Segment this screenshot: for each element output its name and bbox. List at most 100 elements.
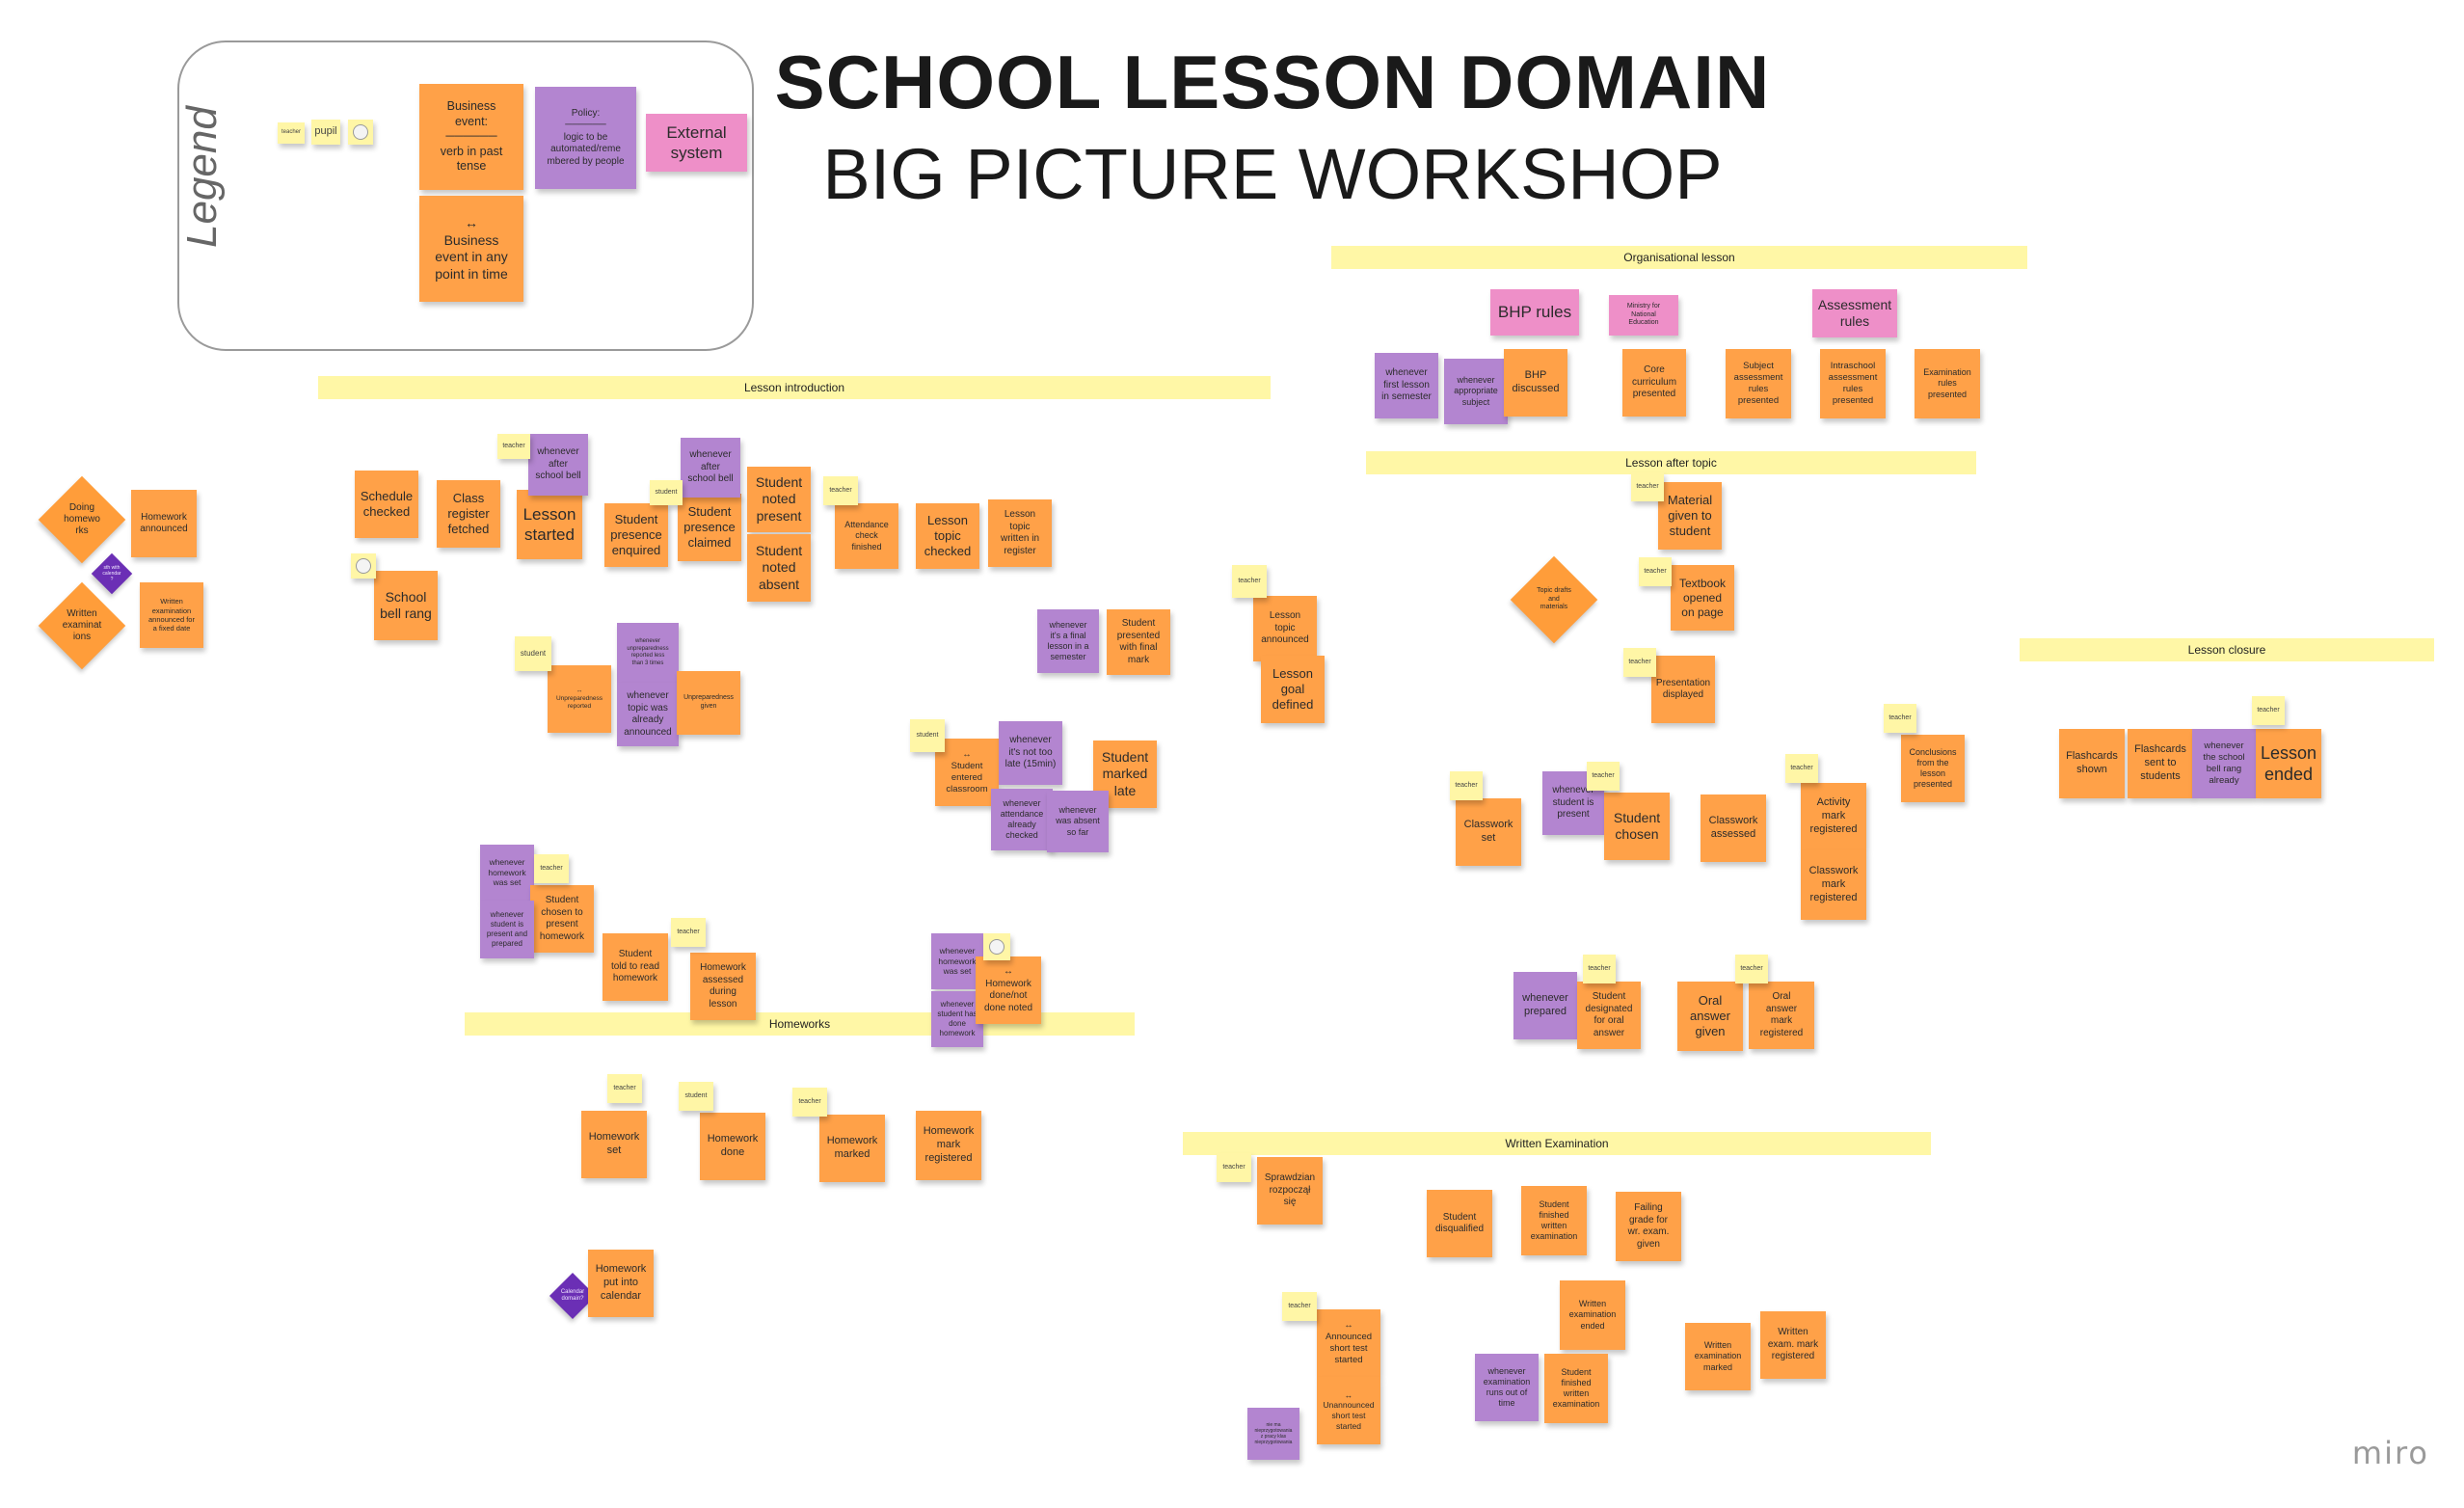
sticky-note-event[interactable]: Material given to student [1658,482,1722,550]
banner-written-examination[interactable]: Written Examination [1183,1132,1931,1155]
sticky-note-event[interactable]: Homework assessed during lesson [690,953,756,1020]
sticky-note-event[interactable]: ↔ Homework done/not done noted [976,956,1041,1024]
sticky-note-event[interactable]: Lesson goal defined [1261,656,1325,723]
sticky-note-event[interactable]: Classwork set [1456,798,1521,866]
sticky-note-event[interactable]: Homework mark registered [916,1111,981,1180]
sticky-note-event[interactable]: Written examination marked [1685,1323,1751,1390]
sticky-note-event[interactable]: Student finished written examination [1521,1186,1587,1255]
sticky-note-event[interactable]: Homework set [581,1111,647,1178]
banner-lesson-closure[interactable]: Lesson closure [2020,638,2434,661]
sticky-note-event[interactable]: ↔ Unpreparedness reported [548,665,611,733]
sticky-note-policy[interactable]: whenever was absent so far [1047,791,1109,852]
sticky-note-event[interactable]: Student noted present [747,467,811,532]
sticky-note-policy[interactable]: whenever examination runs out of time [1475,1354,1539,1421]
sticky-note-event[interactable]: Student noted absent [747,534,811,602]
sticky-note-event[interactable]: ↔ Unannounced short test started [1317,1377,1380,1444]
legend-policy[interactable]: Policy: ────── logic to be automated/rem… [535,87,636,189]
sticky-note-event[interactable]: Subject assessment rules presented [1726,349,1791,418]
sticky-note-event[interactable]: Oral answer mark registered [1749,982,1814,1049]
sticky-note-event[interactable]: Classwork assessed [1701,794,1766,862]
sticky-note-event[interactable]: Written examination ended [1560,1280,1625,1350]
sticky-note-event[interactable]: Flashcards shown [2059,729,2125,798]
sticky-note-event[interactable]: Failing grade for wr. exam. given [1616,1192,1681,1261]
sticky-note-event[interactable]: Core curriculum presented [1622,349,1686,417]
sticky-note-event[interactable]: Homework put into calendar [588,1250,654,1317]
sticky-note-policy[interactable]: whenever it's not too late (15min) [999,721,1062,785]
sticky-note-policy[interactable]: whenever first lesson in semester [1375,353,1438,418]
actor-sticky[interactable] [983,933,1010,960]
sticky-note-event[interactable]: Lesson topic announced [1253,596,1317,661]
sticky-note-policy[interactable]: whenever student is present [1542,771,1604,835]
sticky-note-event[interactable]: Sprawdzian rozpoczął się [1257,1157,1323,1225]
sticky-note-event[interactable]: Homework done [700,1113,765,1180]
sticky-note-policy[interactable]: whenever topic was already announced [617,683,679,746]
actor-sticky[interactable]: teacher [534,854,569,883]
sticky-note-event[interactable]: Lesson ended [2256,729,2321,798]
actor-sticky[interactable]: student [515,636,551,671]
sticky-note-event[interactable]: Student designated for oral answer [1577,982,1641,1049]
actor-sticky[interactable]: teacher [823,476,858,505]
sticky-note-event[interactable]: Homework announced [131,490,197,557]
sticky-note-event[interactable]: Presentation displayed [1651,656,1715,723]
sticky-note-policy[interactable]: whenever after school bell [528,434,588,496]
actor-sticky[interactable] [351,553,376,579]
sticky-note-policy[interactable]: whenever the school bell rang already [2192,729,2256,798]
actor-sticky[interactable]: teacher [1587,762,1620,791]
sticky-note-event[interactable]: Classwork mark registered [1801,850,1866,920]
sticky-note-event[interactable]: Oral answer given [1677,982,1743,1051]
actor-sticky[interactable]: teacher [1217,1153,1251,1182]
banner-lesson-after-topic[interactable]: Lesson after topic [1366,451,1976,474]
sticky-note-policy[interactable]: whenever student has done homework [931,991,983,1047]
legend-actor-teacher[interactable]: teacher [278,122,305,144]
actor-sticky[interactable]: student [650,480,683,505]
sticky-note-event[interactable]: ↔ Announced short test started [1317,1309,1380,1377]
sticky-note-event[interactable]: School bell rang [374,571,438,640]
actor-sticky[interactable]: teacher [1583,955,1616,983]
sticky-note-policy[interactable]: whenever student is present and prepared [480,901,534,958]
sticky-note-event[interactable]: Student told to read homework [603,933,668,1001]
sticky-note-event[interactable]: Conclusions from the lesson presented [1901,735,1965,802]
sticky-note-event[interactable]: Lesson started [517,490,582,559]
actor-sticky[interactable]: teacher [607,1074,642,1103]
sticky-note-policy[interactable]: whenever after school bell [681,438,740,498]
actor-sticky[interactable]: teacher [1450,771,1483,800]
sticky-note-event[interactable]: Student chosen [1604,793,1670,860]
sticky-note-external[interactable]: BHP rules [1490,289,1579,336]
sticky-note-event[interactable]: Student marked late [1093,741,1157,808]
sticky-note-event[interactable]: Attendance check finished [835,503,898,569]
sticky-note-policy[interactable]: whenever it's a final lesson in a semest… [1037,609,1099,673]
sticky-note-event[interactable]: Student disqualified [1427,1190,1492,1257]
sticky-note-event[interactable]: Activity mark registered [1801,783,1866,850]
actor-sticky[interactable]: teacher [1785,754,1818,783]
sticky-note-policy[interactable]: whenever unpreparedness reported less th… [617,623,679,683]
sticky-note-event[interactable]: Homework marked [819,1115,885,1182]
sticky-note-policy[interactable]: whenever appropriate subject [1444,359,1508,424]
sticky-note-event[interactable]: Flashcards sent to students [2128,729,2193,798]
legend-frame[interactable] [177,40,754,351]
actor-sticky[interactable]: student [910,719,945,752]
sticky-note-event[interactable]: Textbook opened on page [1671,565,1734,631]
sticky-note-external[interactable]: Assessment rules [1812,289,1897,337]
sticky-note-event[interactable]: Student chosen to present homework [530,885,594,953]
sticky-note-event[interactable]: Written examination announced for a fixe… [140,582,203,648]
sticky-note-policy[interactable]: whenever homework was set [931,933,983,989]
actor-sticky[interactable]: teacher [1735,955,1768,983]
actor-sticky[interactable]: teacher [1631,472,1664,501]
actor-sticky[interactable]: teacher [497,434,530,459]
sticky-note-event[interactable]: Unpreparedness given [677,671,740,735]
sticky-note-event[interactable]: ↔ Student entered classroom [935,739,999,806]
actor-sticky[interactable]: teacher [2252,696,2285,725]
sticky-note-event[interactable]: Written exam. mark registered [1760,1311,1826,1379]
legend-actor-pupil[interactable]: pupil [311,120,340,145]
sticky-note-policy[interactable]: whenever homework was set [480,845,534,901]
sticky-note-event[interactable]: Student presence enquired [604,503,668,567]
sticky-note-event[interactable]: Class register fetched [437,480,500,548]
sticky-note-event[interactable]: BHP discussed [1504,349,1567,417]
actor-sticky[interactable]: teacher [1884,704,1916,733]
legend-actor-emoji[interactable] [348,120,373,145]
sticky-note-external[interactable]: Ministry for National Education [1609,295,1678,336]
actor-sticky[interactable]: teacher [1639,557,1672,586]
sticky-note-event[interactable]: Intraschool assessment rules presented [1820,349,1886,418]
actor-sticky[interactable]: teacher [1232,565,1267,598]
sticky-note-event[interactable]: Student presence claimed [678,494,741,561]
